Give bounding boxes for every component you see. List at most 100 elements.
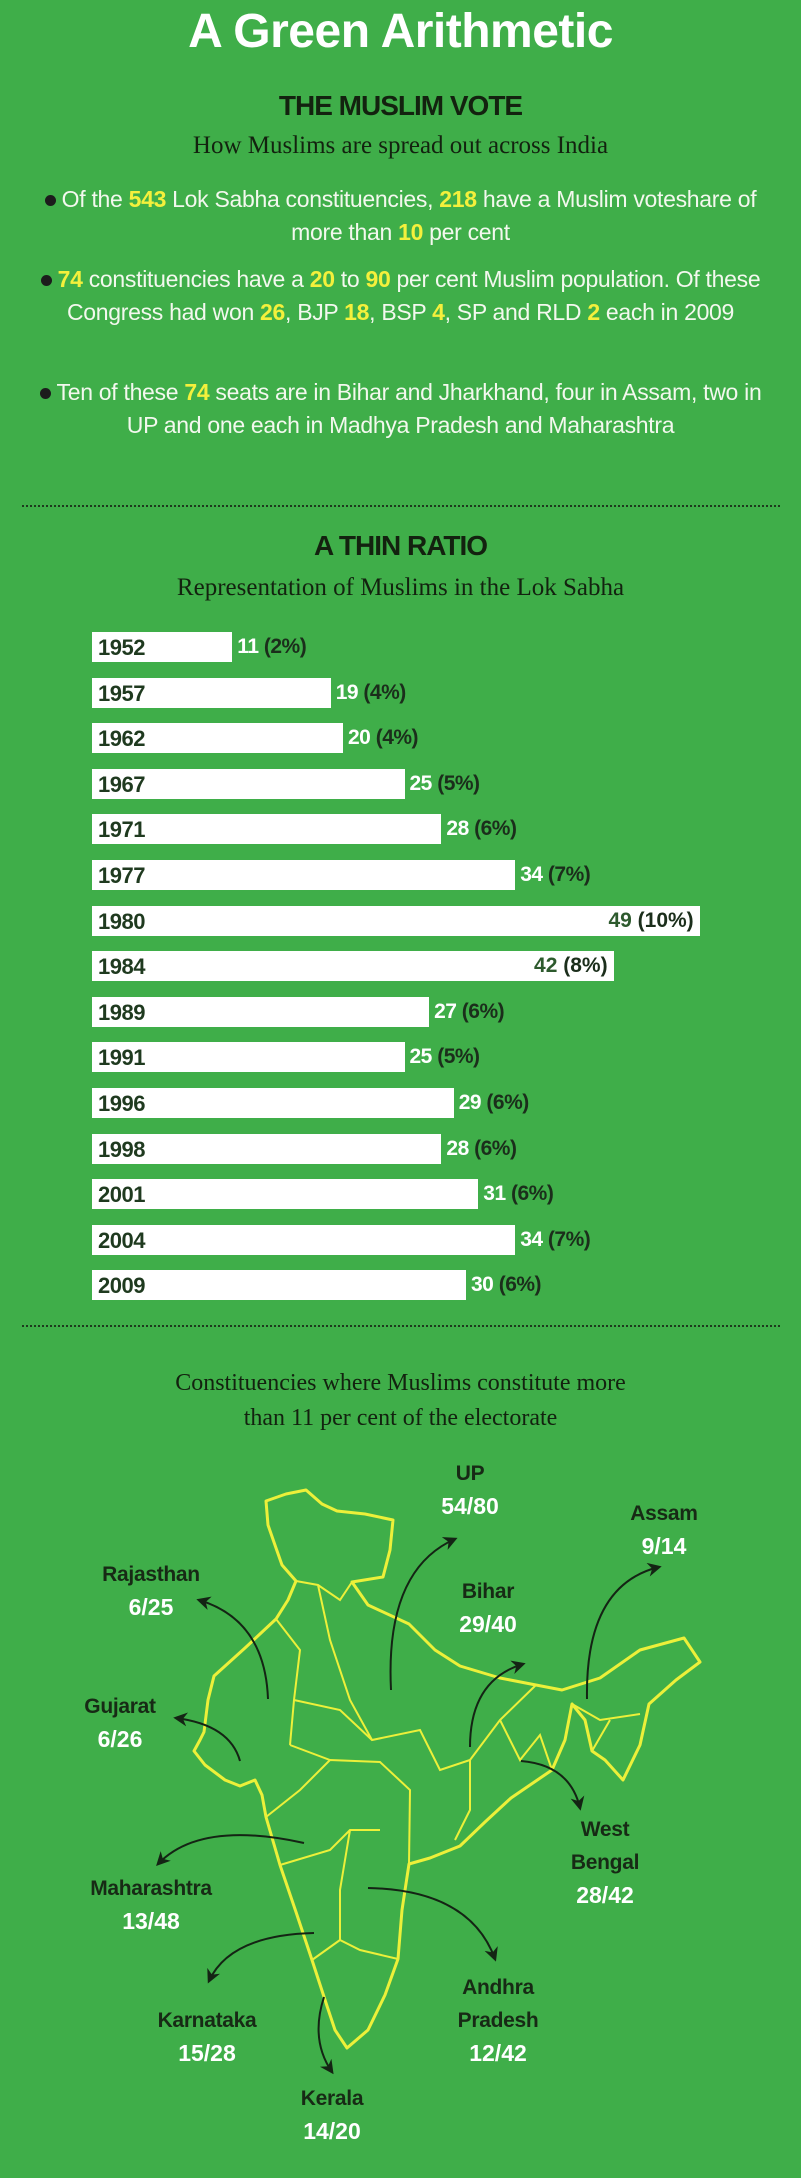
- state-name: West Bengal: [570, 1818, 640, 1874]
- highlight-number: 218: [439, 186, 477, 212]
- state-value: 15/28: [178, 2040, 236, 2066]
- bullet-dot-icon: [44, 195, 56, 207]
- bar-1991: 1991: [92, 1042, 405, 1073]
- bar-value-label: 34 (7%): [520, 1228, 591, 1252]
- bullet-text: per cent: [423, 219, 510, 245]
- infographic-title: A Green Arithmetic: [188, 5, 613, 58]
- state-value: 12/42: [469, 2040, 527, 2066]
- bar-percent: (7%): [547, 863, 591, 886]
- bar-value-label: 27 (6%): [434, 999, 505, 1024]
- bar-value-label: 29 (6%): [458, 1091, 530, 1115]
- bar-year-label: 1962: [98, 726, 145, 752]
- bar-1980: 1980 49 (10%): [92, 905, 700, 936]
- bar-value-label: 42 (8%): [534, 954, 608, 978]
- highlight-number: 26: [260, 299, 286, 325]
- map-label-karnataka: Karnataka 15/28: [158, 2004, 257, 2070]
- bar-value: 30: [471, 1273, 499, 1297]
- bullet-text: per cent Muslim population. Of these Con…: [66, 266, 761, 325]
- bar-value: 11: [237, 635, 264, 658]
- bar-year-label: 2009: [98, 1273, 145, 1299]
- highlight-number: 18: [344, 299, 370, 325]
- bar-percent: (6%): [461, 999, 505, 1023]
- state-name: Maharashtra: [90, 1877, 212, 1900]
- bar-value: 29: [458, 1091, 487, 1114]
- bar-percent: (4%): [363, 680, 406, 704]
- bar-1984: 1984 42 (8%): [92, 951, 614, 982]
- section-subtitle-muslim-vote: How Muslims are spread out across India: [192, 132, 609, 159]
- bullet-3: Ten of these 74 seats are in Bihar and J…: [30, 376, 771, 442]
- bar-percent: (6%): [474, 817, 517, 841]
- bar-value-label: 20 (4%): [348, 726, 419, 750]
- bar-percent: (5%): [437, 771, 480, 795]
- arrow-kerala: [317, 1996, 334, 2075]
- bar-value: 25: [409, 771, 438, 795]
- state-name: Andhra Pradesh: [457, 1976, 539, 2032]
- map-label-bihar: Bihar 29/40: [459, 1575, 517, 1641]
- state-value: 6/25: [128, 1594, 174, 1620]
- bar-value-label: 31 (6%): [483, 1182, 554, 1206]
- state-name: Gujarat: [84, 1695, 156, 1718]
- bar-2009: 2009: [92, 1270, 466, 1301]
- bullet-dot-icon: [39, 388, 51, 400]
- arrow-up: [389, 1537, 458, 1691]
- map-label-andhra-pradesh: Andhra Pradesh 12/42: [448, 1971, 548, 2070]
- bullet-text: Lok Sabha constituencies,: [166, 186, 440, 212]
- bar-value-label: 19 (4%): [335, 680, 407, 705]
- highlight-number: 10: [398, 219, 424, 245]
- bar-value: 28: [446, 1136, 475, 1160]
- bar-year-label: 1989: [98, 999, 145, 1025]
- bullet-text: Ten of these: [56, 379, 185, 405]
- bar-1996: 1996: [92, 1088, 454, 1118]
- bar-value: 19: [335, 680, 364, 704]
- bar-year-label: 1998: [98, 1136, 145, 1162]
- bullet-2: 74 constituencies have a 20 to 90 per ce…: [30, 263, 771, 329]
- bar-percent: (2%): [263, 635, 307, 658]
- bullet-text: to: [334, 266, 366, 292]
- map-caption-line-2: than 11 per cent of the electorate: [243, 1405, 558, 1431]
- map-label-kerala: Kerala 14/20: [301, 2082, 364, 2148]
- bar-year-label: 1980: [98, 908, 145, 934]
- arrow-west-bengal: [520, 1760, 585, 1811]
- state-value: 13/48: [122, 1908, 180, 1934]
- state-name: Rajasthan: [102, 1563, 200, 1586]
- bar-value: 28: [446, 817, 475, 841]
- section-divider: [22, 505, 780, 507]
- bar-year-label: 1967: [98, 771, 145, 797]
- arrow-assam: [585, 1562, 662, 1700]
- bar-percent: (4%): [375, 726, 419, 750]
- bar-year-label: 1977: [98, 863, 145, 888]
- bar-1962: 1962: [92, 723, 343, 754]
- highlight-number: 543: [128, 186, 167, 212]
- bar-1998: 1998: [92, 1133, 442, 1164]
- bar-value-label: 11 (2%): [237, 635, 306, 659]
- map-arrows: [156, 1537, 662, 2075]
- state-borders: [265, 1580, 641, 1961]
- bar-value: 25: [409, 1045, 438, 1069]
- highlight-number: 90: [365, 266, 391, 292]
- arrow-andhra-pradesh: [367, 1887, 498, 1962]
- bar-value-label: 25 (5%): [409, 771, 481, 796]
- bullet-text: each in 2009: [599, 299, 735, 325]
- arrow-gujarat: [173, 1712, 241, 1762]
- state-value: 9/14: [641, 1533, 687, 1559]
- state-name: Karnataka: [157, 2009, 257, 2032]
- state-value: 14/20: [303, 2118, 361, 2144]
- bar-1952: 1952: [92, 632, 233, 662]
- highlight-number: 20: [309, 266, 335, 292]
- bar-year-label: 1984: [98, 954, 145, 980]
- bullet-1: Of the 543 Lok Sabha constituencies, 218…: [30, 183, 771, 249]
- bullet-text: seats are in Bihar and Jharkhand, four i…: [126, 379, 762, 438]
- bullet-text: have a Muslim voteshare of more than: [291, 186, 757, 245]
- bullet-text: , BSP: [369, 299, 433, 325]
- bar-percent: (10%): [637, 908, 694, 932]
- map-label-up: UP 54/80: [441, 1457, 499, 1523]
- bar-1967: 1967: [92, 768, 405, 799]
- bullet-text: constituencies have a: [82, 266, 310, 292]
- highlight-number: 4: [432, 299, 445, 325]
- bar-1971: 1971: [92, 814, 442, 845]
- bar-2004: 2004: [92, 1224, 516, 1255]
- bar-value-label: 49 (10%): [608, 909, 693, 933]
- bar-value-label: 30 (6%): [471, 1273, 542, 1297]
- bar-year-label: 1952: [98, 635, 145, 660]
